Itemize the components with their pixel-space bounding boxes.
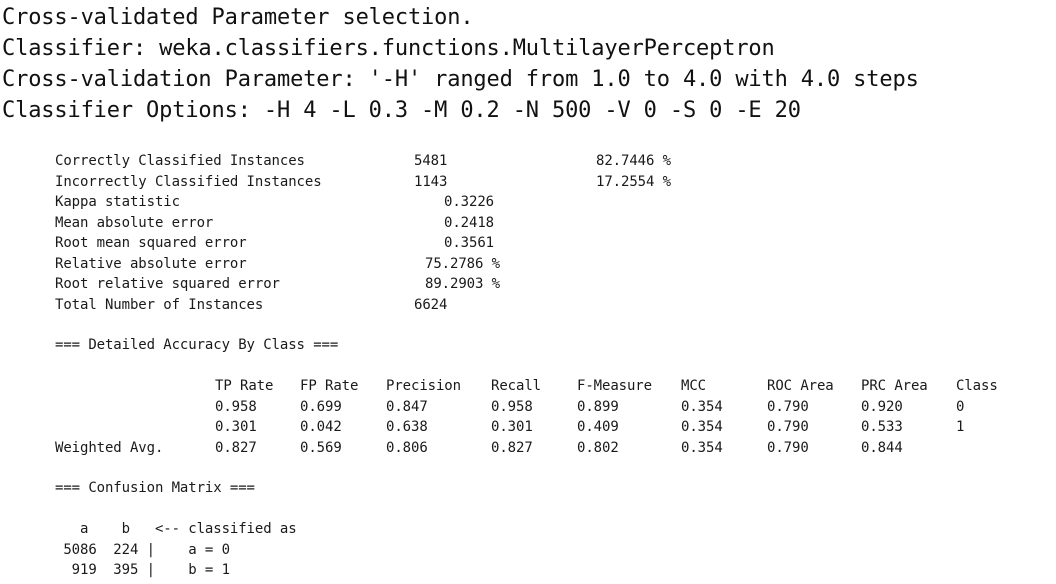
confusion-matrix-row: 919 395 | b = 1 (55, 562, 230, 578)
table-cell: 0.790 (767, 419, 809, 435)
table-cell: 0.844 (861, 439, 903, 456)
column-header: Class (956, 378, 998, 394)
table-cell: 0.354 (681, 398, 723, 415)
table-cell: 0.409 (577, 419, 619, 435)
summary-label: Mean absolute error (55, 214, 214, 231)
summary-percent: 82.7446 % (596, 153, 671, 169)
table-cell: 0.920 (861, 398, 903, 415)
output-header-line-2: Classifier: weka.classifiers.functions.M… (2, 36, 775, 61)
summary-label: Kappa statistic (55, 194, 180, 210)
table-cell: 0.806 (386, 439, 428, 456)
table-cell: 0.802 (577, 439, 619, 456)
summary-label: Total Number of Instances (55, 296, 264, 313)
column-header: Recall (491, 378, 541, 394)
output-header-line-1: Cross-validated Parameter selection. (2, 5, 474, 30)
confusion-matrix-header: a b <-- classified as (55, 521, 297, 537)
output-header-line-3: Cross-validation Parameter: '-H' ranged … (2, 67, 919, 92)
table-cell: 0.847 (386, 398, 428, 415)
column-header: F-Measure (577, 378, 652, 394)
column-header: TP Rate (215, 378, 274, 394)
column-header: FP Rate (300, 378, 359, 394)
summary-value: 1143 (414, 173, 448, 190)
column-header: Precision (386, 378, 461, 394)
table-cell: 1 (956, 419, 965, 435)
confusion-matrix-title: === Confusion Matrix === (55, 480, 255, 496)
table-cell: 0.042 (300, 419, 342, 435)
table-cell: 0.354 (681, 419, 723, 435)
summary-value: 75.2786 % (425, 255, 500, 272)
table-cell: 0.899 (577, 398, 619, 415)
column-header: ROC Area (767, 378, 834, 394)
table-cell: 0 (956, 398, 965, 415)
summary-value: 0.3561 (444, 235, 494, 251)
summary-label: Incorrectly Classified Instances (55, 173, 322, 190)
summary-value: 89.2903 % (425, 276, 500, 292)
table-cell: 0.301 (215, 419, 257, 435)
table-cell: 0.699 (300, 398, 342, 415)
summary-label: Relative absolute error (55, 255, 247, 272)
table-cell: 0.569 (300, 439, 342, 456)
table-cell: 0.790 (767, 439, 809, 456)
column-header: MCC (681, 378, 706, 394)
table-cell: 0.827 (491, 439, 533, 456)
table-cell: 0.827 (215, 439, 257, 456)
output-header-line-4: Classifier Options: -H 4 -L 0.3 -M 0.2 -… (2, 98, 801, 123)
summary-percent: 17.2554 % (596, 173, 671, 190)
summary-value: 0.3226 (444, 194, 494, 210)
summary-value: 0.2418 (444, 214, 494, 231)
summary-label: Root relative squared error (55, 276, 280, 292)
table-cell: 0.958 (215, 398, 257, 415)
summary-value: 6624 (414, 296, 448, 313)
summary-label: Correctly Classified Instances (55, 153, 305, 169)
table-cell: 0.958 (491, 398, 533, 415)
summary-label: Root mean squared error (55, 235, 247, 251)
table-cell: 0.301 (491, 419, 533, 435)
summary-value: 5481 (414, 153, 448, 169)
table-cell: 0.354 (681, 439, 723, 456)
column-header: PRC Area (861, 378, 928, 394)
table-cell: 0.638 (386, 419, 428, 435)
detailed-accuracy-title: === Detailed Accuracy By Class === (55, 337, 339, 353)
confusion-matrix-row: 5086 224 | a = 0 (55, 541, 230, 558)
table-cell: 0.533 (861, 419, 903, 435)
table-cell: 0.790 (767, 398, 809, 415)
weighted-avg-label: Weighted Avg. (55, 439, 164, 456)
